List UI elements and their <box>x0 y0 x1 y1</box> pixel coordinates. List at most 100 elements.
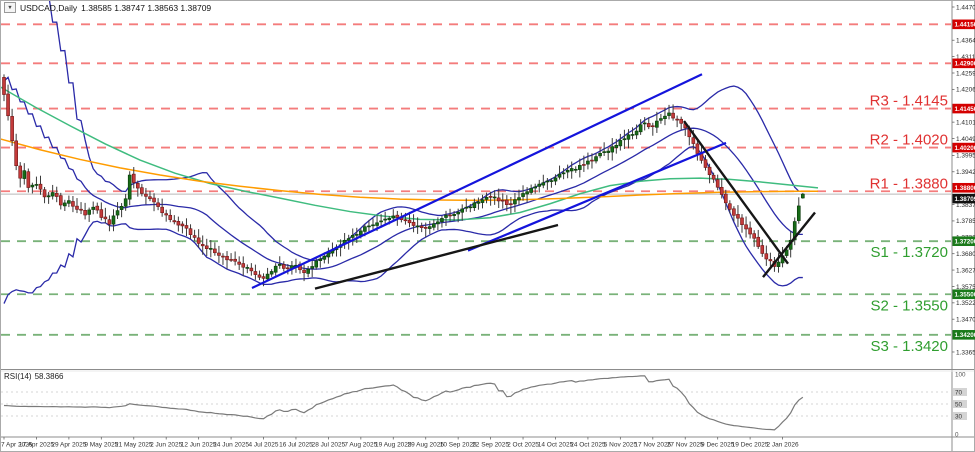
candle <box>492 190 497 205</box>
price-tick: 1.42065 <box>956 87 975 94</box>
date-label: 16 Jul 2025 <box>279 442 313 449</box>
candle <box>245 264 250 274</box>
price-tick: 1.36800 <box>956 251 975 258</box>
trendline-uptrend-recovery-black[interactable] <box>762 211 816 278</box>
price-tick: 1.36275 <box>956 267 975 274</box>
candle <box>606 147 610 161</box>
candle <box>54 186 59 203</box>
price-tick: 1.43115 <box>956 54 975 61</box>
price-badge-1.42900: 1.42900 <box>952 58 975 69</box>
candle <box>281 261 286 272</box>
candle <box>50 184 55 200</box>
candle <box>131 167 136 189</box>
candle <box>622 129 627 149</box>
resistance-label-1[interactable]: R1 - 1.3880 <box>870 175 948 192</box>
candle <box>736 205 740 228</box>
candle <box>695 139 700 161</box>
candle <box>594 153 598 164</box>
candle <box>419 222 424 233</box>
candle <box>723 189 728 211</box>
resistance-label-3[interactable]: R3 - 1.4145 <box>870 93 948 110</box>
bb-middle-line <box>3 76 803 270</box>
date-label: 24 Jun 2025 <box>213 442 249 449</box>
svg-text:1.41450: 1.41450 <box>955 106 975 113</box>
candle <box>217 245 221 263</box>
candle <box>655 111 659 133</box>
candle <box>342 232 347 249</box>
candle <box>209 240 213 258</box>
candle <box>598 147 602 159</box>
candle <box>549 178 554 188</box>
candle <box>675 115 679 128</box>
candle <box>407 211 412 228</box>
candle <box>30 182 35 194</box>
trendline-downtrend-late-black[interactable] <box>683 120 789 265</box>
candle <box>302 264 306 282</box>
candle <box>679 116 683 131</box>
candle <box>671 104 675 121</box>
candle <box>586 152 590 170</box>
resistance-label-2[interactable]: R2 - 1.4020 <box>870 132 948 149</box>
price-tick: 1.41015 <box>956 119 975 126</box>
support-label-1[interactable]: S1 - 1.3720 <box>870 244 948 261</box>
candle <box>484 192 489 204</box>
trendline-uptrend-major-blue[interactable] <box>251 73 703 290</box>
price-badge-1.38709: 1.38709 <box>952 193 975 204</box>
candle <box>663 107 667 126</box>
candle <box>638 119 643 135</box>
ma-orange-line <box>1 138 818 202</box>
candle <box>460 204 465 221</box>
date-label: 12 Jun 2025 <box>181 442 217 449</box>
rsi-line-group <box>3 375 804 431</box>
price-tick: 1.33650 <box>956 349 975 356</box>
support-label-3[interactable]: S3 - 1.3420 <box>870 338 948 355</box>
candle <box>703 155 708 171</box>
candle <box>744 216 748 238</box>
price-badge-1.40200: 1.40200 <box>952 142 975 153</box>
candle <box>111 209 116 232</box>
trendline-uptrend-early-black[interactable] <box>314 223 559 290</box>
collapse-arrow-icon[interactable]: ▼ <box>4 2 16 13</box>
candle <box>667 104 671 120</box>
trendlines-layer[interactable] <box>251 73 816 290</box>
price-badge-1.44150: 1.44150 <box>952 19 975 30</box>
candle <box>391 209 396 221</box>
candle <box>310 259 314 278</box>
candle <box>513 193 517 213</box>
date-label: 19 Dec 2025 <box>732 442 769 449</box>
svg-text:1.38709: 1.38709 <box>955 196 975 203</box>
candle <box>160 198 164 217</box>
candle <box>509 197 513 214</box>
date-label: 22 Sep 2025 <box>472 442 509 449</box>
candle <box>95 202 100 214</box>
date-label: 4 Jul 2025 <box>249 442 279 449</box>
date-label: 2 Oct 2025 <box>507 442 539 449</box>
rsi-indicator-label: RSI(14) 58.3866 <box>4 372 66 381</box>
trendline-uptrend-minor-blue[interactable] <box>467 141 727 252</box>
date-label: 27 Nov 2025 <box>667 442 704 449</box>
candle <box>440 215 444 228</box>
candle <box>541 174 546 189</box>
candle <box>707 163 712 184</box>
date-label: 2 Jan 2026 <box>766 442 799 449</box>
support-label-2[interactable]: S2 - 1.3550 <box>870 297 948 314</box>
candle <box>748 221 752 239</box>
candle <box>265 267 270 282</box>
rsi-scale-label: 30 <box>955 413 963 420</box>
candle <box>659 113 663 124</box>
ohlc-values: 1.38585 1.38747 1.38563 1.38709 <box>81 2 212 13</box>
svg-text:1.38800: 1.38800 <box>955 185 975 192</box>
candle <box>200 235 205 255</box>
candle <box>91 201 96 215</box>
rsi-value: 58.3866 <box>34 372 64 381</box>
price-axis[interactable]: 1.44705 1.43640 1.43115 1.42590 1.42065 1.410… <box>952 4 975 356</box>
candle <box>545 177 550 190</box>
candle <box>472 198 477 211</box>
price-tick: 1.39425 <box>956 169 975 176</box>
candle <box>626 129 631 149</box>
sr-level-labels[interactable]: R3 - 1.4145 R2 - 1.4020 R1 - 1.3880 S1 - 1.… <box>870 93 948 355</box>
candle <box>488 191 493 206</box>
sr-level-lines[interactable] <box>1 23 951 336</box>
